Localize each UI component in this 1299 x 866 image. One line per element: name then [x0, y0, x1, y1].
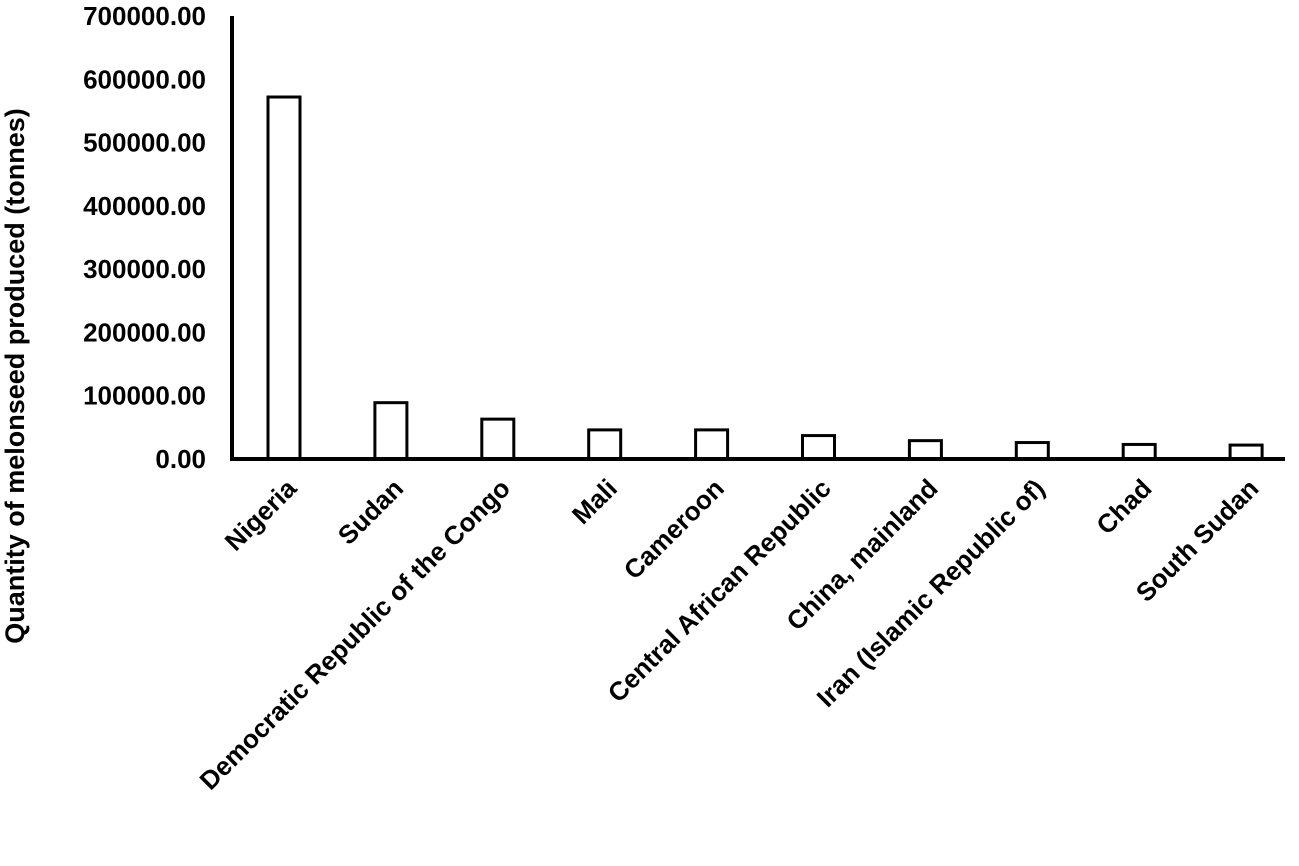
bar	[480, 417, 516, 461]
bar	[1228, 443, 1264, 461]
y-tick-label: 100000.00	[83, 381, 206, 411]
y-tick-label: 700000.00	[83, 1, 206, 31]
x-category-label: Mali	[566, 473, 623, 530]
y-tick-label: 500000.00	[83, 128, 206, 158]
x-category-label: Cameroon	[618, 473, 730, 585]
y-tick-label: 600000.00	[83, 64, 206, 94]
x-category-label: Chad	[1090, 473, 1157, 540]
bars-group	[266, 95, 1264, 461]
y-tick-label: 300000.00	[83, 254, 206, 284]
y-axis-title: Quantity of melonseed produced (tonnes)	[0, 108, 30, 644]
bar	[587, 428, 623, 461]
bar	[907, 439, 943, 461]
y-tick-label: 400000.00	[83, 191, 206, 221]
y-tick-labels: 0.00 100000.00 200000.00 300000.00 400000.00…	[83, 1, 206, 474]
x-category-label: Sudan	[332, 473, 409, 550]
bar	[801, 434, 836, 461]
bar	[1014, 441, 1050, 461]
bar	[266, 95, 302, 461]
bar	[373, 401, 409, 461]
bar	[1121, 442, 1157, 461]
bar	[694, 428, 730, 461]
y-tick-label: 0.00	[155, 444, 206, 474]
y-tick-label: 200000.00	[83, 317, 206, 347]
x-category-label: Nigeria	[219, 473, 303, 557]
x-category-label: Central African Republic	[602, 473, 837, 708]
x-category-label: Iran (Islamic Republic of)	[811, 473, 1051, 713]
